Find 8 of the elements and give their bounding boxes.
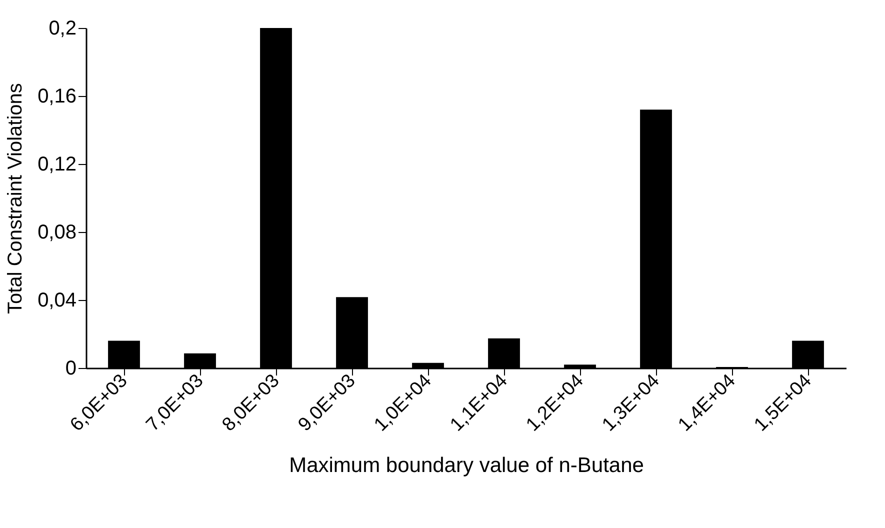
y-tick-label: 0,08 [38,222,76,244]
y-axis-title: Total Constraint Violations [4,83,27,314]
y-tick-label: 0,16 [38,86,76,108]
y-tick-label: 0,04 [38,290,76,312]
y-tick-label: 0 [65,358,76,380]
y-tick-label: 0,2 [48,18,76,40]
y-tick-label: 0,12 [38,154,76,176]
x-axis-title: Maximum boundary value of n-Butane [289,454,644,477]
